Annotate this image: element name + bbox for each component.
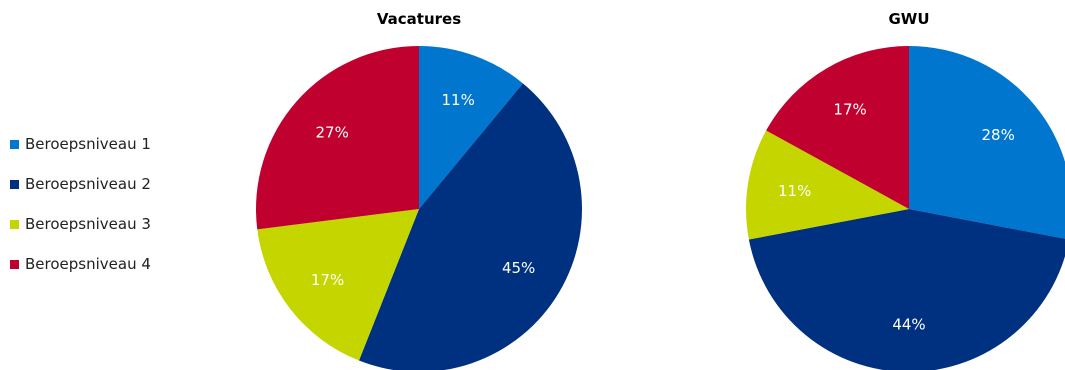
pie-slice-gwu-4	[766, 46, 909, 209]
legend-item-4: Beroepsniveau 4	[10, 254, 151, 274]
pie-slice-vacatures-4	[256, 46, 419, 230]
pie-chart-vacatures: 11% 45% 17% 27% Vacatures	[256, 10, 582, 370]
pie-slice-vacatures-1	[419, 46, 523, 209]
chart-title-gwu: GWU	[888, 10, 929, 28]
legend-label-4: Beroepsniveau 4	[25, 255, 151, 273]
legend-item-3: Beroepsniveau 3	[10, 214, 151, 234]
slice-label-vacatures-4: 27%	[316, 123, 349, 141]
legend-swatch-1	[10, 139, 19, 149]
pie-slice-gwu-3	[746, 130, 909, 240]
legend-label-1: Beroepsniveau 1	[25, 135, 151, 153]
slice-label-vacatures-2: 45%	[502, 259, 535, 277]
slice-label-vacatures-1: 11%	[442, 91, 475, 109]
pie-slice-vacatures-2	[358, 83, 582, 370]
chart-title-vacatures: Vacatures	[377, 10, 461, 28]
legend-swatch-2	[10, 179, 19, 189]
slice-label-vacatures-3: 17%	[311, 271, 344, 289]
pie-slice-gwu-2	[748, 209, 1065, 370]
legend-label-3: Beroepsniveau 3	[25, 215, 151, 233]
pie-slice-vacatures-3	[257, 209, 419, 361]
slice-label-gwu-2: 44%	[892, 316, 925, 334]
legend-item-2: Beroepsniveau 2	[10, 174, 151, 194]
legend-swatch-3	[10, 219, 19, 229]
legend-swatch-4	[10, 259, 19, 269]
legend-item-1: Beroepsniveau 1	[10, 134, 151, 154]
slice-label-gwu-3: 11%	[778, 182, 811, 200]
slice-label-gwu-4: 17%	[833, 100, 866, 118]
pie-slice-gwu-1	[909, 46, 1065, 239]
pie-chart-gwu: 28% 44% 11% 17% GWU	[746, 10, 1065, 370]
legend-label-2: Beroepsniveau 2	[25, 175, 151, 193]
legend: Beroepsniveau 1 Beroepsniveau 2 Beroepsn…	[10, 134, 151, 294]
slice-label-gwu-1: 28%	[981, 126, 1014, 144]
